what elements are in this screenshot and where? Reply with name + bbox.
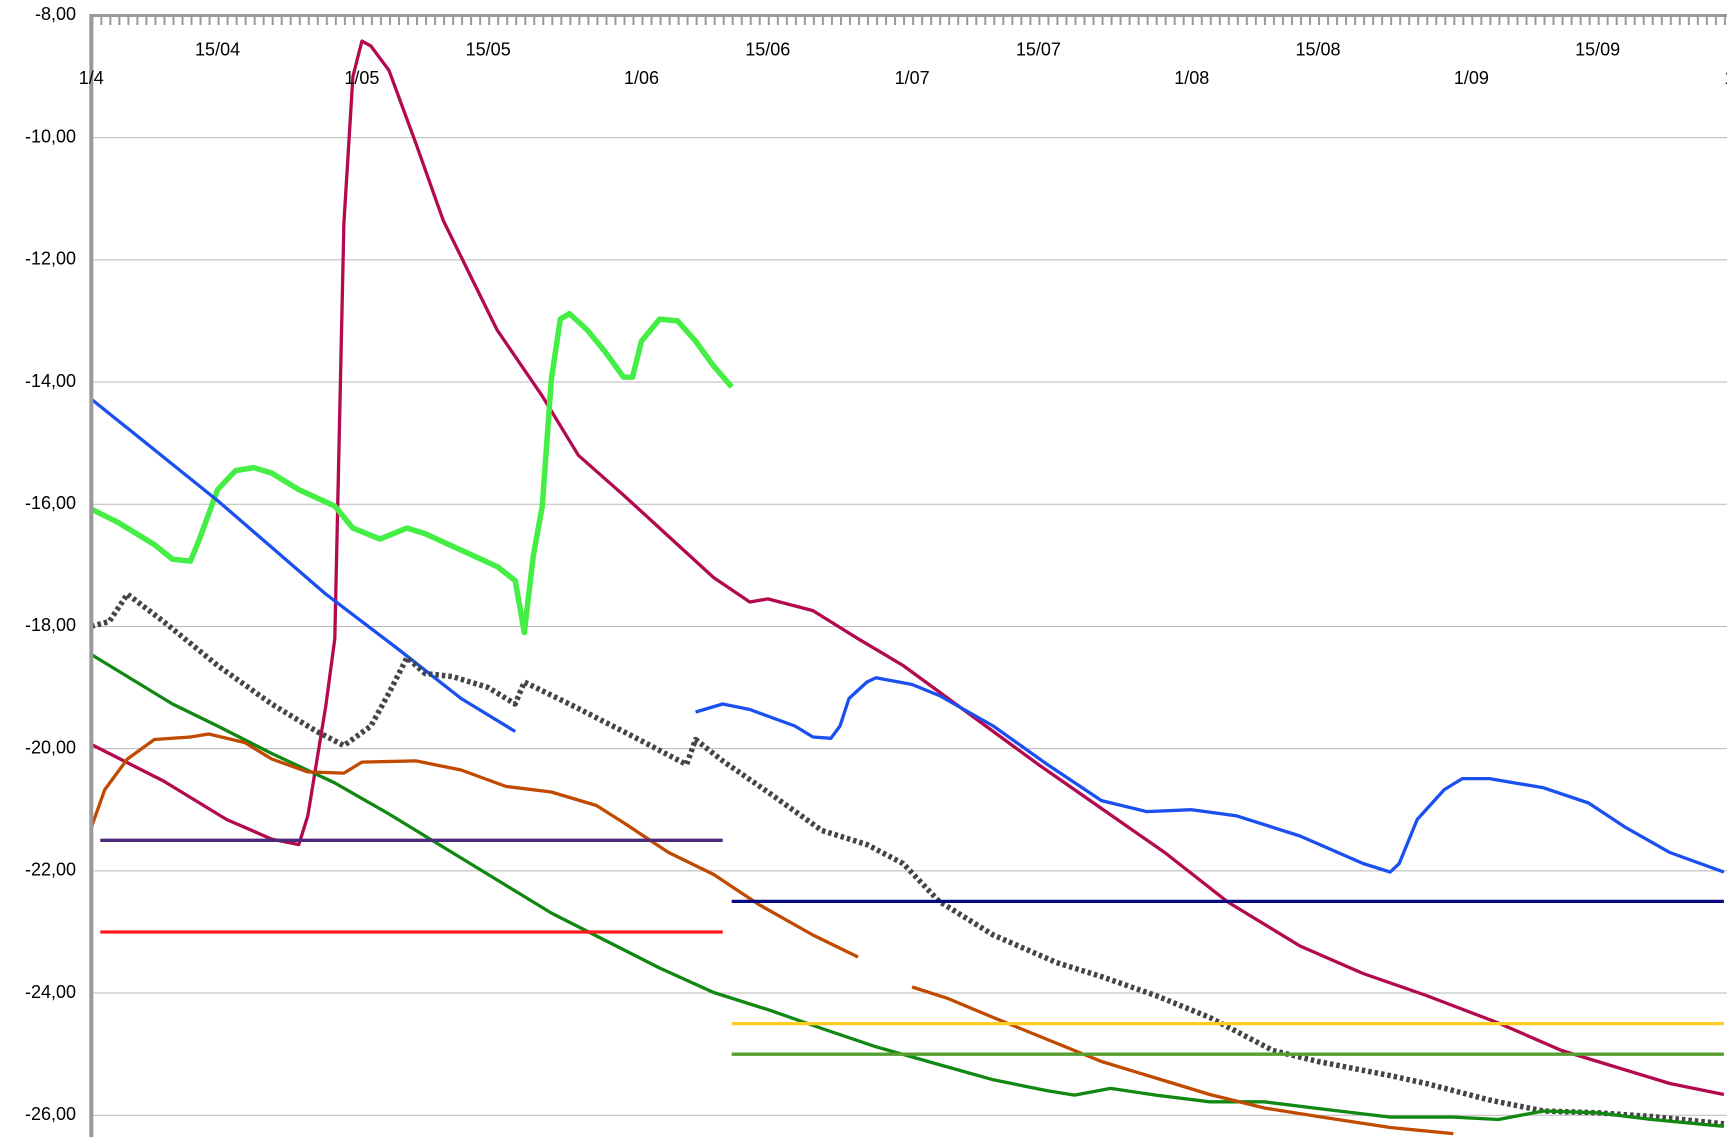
x-tick-label: 1/06 — [624, 68, 659, 88]
tick-labels: -8,00 -10,00 -12,00 -14,00 -16,00 -18,00 -20,0… — [25, 4, 1727, 1124]
series-line — [90, 397, 1725, 874]
y-tick-label: -10,00 — [25, 126, 76, 146]
grid — [91, 14, 1727, 1116]
y-tick-label: -20,00 — [25, 737, 76, 757]
x-tick-label: 1/10 — [1724, 68, 1727, 88]
series-line — [90, 310, 734, 636]
x-tick-label: 1/09 — [1454, 68, 1489, 88]
y-tick-label: -16,00 — [25, 493, 76, 513]
x-tick-label: 1/07 — [895, 68, 930, 88]
x-tick-label: 1/08 — [1174, 68, 1209, 88]
plot-area — [89, 39, 1725, 1136]
y-tick-label: -24,00 — [25, 982, 76, 1002]
x-tick-label: 15/07 — [1016, 39, 1061, 59]
y-tick-label: -8,00 — [35, 4, 76, 24]
series-line — [90, 591, 1725, 1127]
x-tick-label: 1/4 — [79, 68, 104, 88]
x-tick-label: 15/04 — [195, 39, 240, 59]
y-tick-label: -26,00 — [25, 1104, 76, 1124]
x-tick-label: 15/08 — [1295, 39, 1340, 59]
x-tick-label: 1/05 — [344, 68, 379, 88]
y-tick-label: -18,00 — [25, 615, 76, 635]
y-tick-label: -12,00 — [25, 249, 76, 269]
x-tick-label: 15/05 — [466, 39, 511, 59]
x-tick-label: 15/06 — [745, 39, 790, 59]
series-line — [89, 732, 1454, 1136]
series-line — [90, 39, 1725, 1097]
y-tick-label: -14,00 — [25, 371, 76, 391]
y-tick-label: -22,00 — [25, 860, 76, 880]
x-tick-label: 15/09 — [1575, 39, 1620, 59]
